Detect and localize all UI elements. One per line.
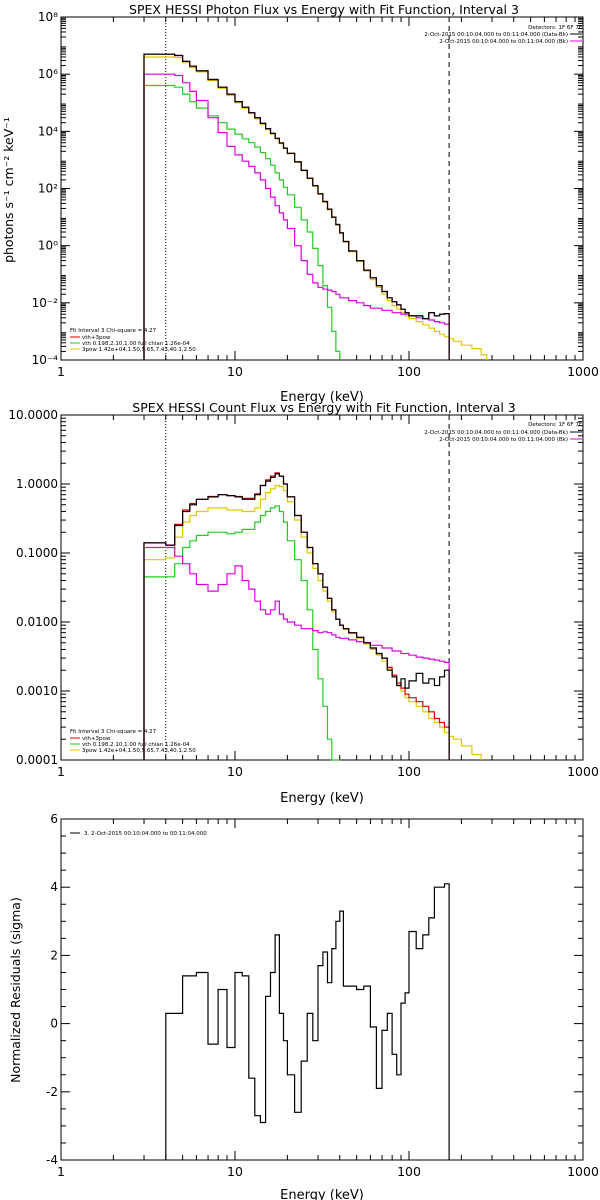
count-xlabel: Energy (keV) (280, 791, 364, 806)
count-title: SPEX HESSI Count Flux vs Energy with Fit… (132, 400, 515, 415)
photon-title: SPEX HESSI Photon Flux vs Energy with Fi… (129, 2, 519, 17)
count-xtick-label: 10 (227, 764, 243, 779)
photon-ytick-label: 10⁶ (38, 67, 58, 81)
residuals-ytick-label: 6 (50, 812, 58, 826)
residuals-ytick-label: 4 (50, 880, 58, 894)
photon-axis-ticks: 1 10 100 1000 10⁸ 10⁶ 10⁴ 10² 10⁰ 10⁻² 10⁻⁴ (32, 10, 599, 379)
residuals-xtick-label: 10 (227, 1164, 243, 1179)
photon-ytick-label: 10⁸ (38, 10, 58, 24)
photon-xlabel: Energy (keV) (280, 390, 364, 405)
count-fit-model: vth+3pow (82, 736, 111, 742)
count-series-black (143, 473, 450, 760)
count-axis-ticks: 1 10 100 1000 10.0000 1.0000 0.1000 0.0100 0.001… (8, 408, 599, 779)
count-xtick-label: 1 (57, 764, 65, 779)
count-fit-vth: vth 0.198,2.10,1.00 full chian 1.26e-04 (82, 742, 190, 748)
count-xtick-label: 100 (397, 764, 421, 779)
residuals-ytick-label: 0 (50, 1017, 58, 1031)
photon-xtick-label: 1 (57, 364, 65, 379)
residuals-xtick-label: 100 (397, 1164, 421, 1179)
residuals-xlabel: Energy (keV) (280, 1188, 364, 1200)
count-legend-bk: 2-Oct-2015 00:10:04.000 to 00:11:04.000 … (439, 437, 568, 443)
photon-reference-lines (165, 17, 450, 360)
photon-series-black (143, 53, 450, 360)
photon-series (143, 53, 488, 360)
photon-fit-vth: vth 0.198,2.10,1.00 full chian 1.26e-04 (82, 341, 190, 347)
count-plot-frame (60, 414, 584, 761)
residuals-ylabel: Normalized Residuals (sigma) (8, 897, 23, 1083)
residuals-xtick-label: 1 (57, 1164, 65, 1179)
count-ytick-label: 0.0010 (16, 684, 58, 698)
count-legend-data-bk: 2-Oct-2015 00:10:04.000 to 00:11:04.000 … (424, 430, 568, 436)
photon-ytick-label: 10⁻⁴ (32, 353, 59, 367)
photon-xtick-label: 100 (397, 364, 421, 379)
photon-ytick-label: 10⁴ (38, 124, 58, 138)
count-ytick-label: 10.0000 (8, 408, 58, 422)
residuals-ytick-label: -4 (46, 1153, 58, 1167)
residuals-series (165, 883, 450, 1160)
residuals-xtick-label: 1000 (567, 1164, 599, 1179)
photon-series-green (143, 84, 341, 360)
count-series-green (143, 505, 340, 761)
count-series (143, 472, 482, 761)
photon-xtick-label: 10 (227, 364, 243, 379)
count-series-magenta (143, 546, 450, 760)
photon-legend-bk: 2-Oct-2015 00:10:04.000 to 00:11:04.000 … (439, 39, 568, 45)
count-fit-interval: Fit Interval 3 Chi-square = 4.27 (70, 729, 157, 735)
photon-series-yellow (143, 56, 488, 360)
photon-fit-3pow: 3pow 1.42e+04,1.50,5.65,7.43,40.1,2.50 (82, 347, 196, 353)
residuals-legend-label: 3. 2-Oct-2015 00:10:04.000 to 00:11:04.0… (84, 831, 207, 837)
residuals-series-black (165, 883, 450, 1160)
photon-ytick-label: 10² (38, 182, 58, 196)
photon-ytick-label: 10⁻² (32, 296, 59, 310)
count-ytick-label: 0.0001 (16, 753, 58, 767)
count-series-yellow (143, 484, 482, 760)
count-detectors-label: Detectors: 1F 6F 7F (528, 422, 582, 428)
count-ytick-label: 1.0000 (16, 477, 58, 491)
count-flux-panel: SPEX HESSI Count Flux vs Energy with Fit… (8, 400, 599, 806)
residuals-axis-ticks: 1 10 100 1000 6 4 2 0 -2 -4 (46, 812, 599, 1179)
photon-legend-data-bk: 2-Oct-2015 00:10:04.000 to 00:11:04.000 … (424, 32, 568, 38)
photon-series-magenta (143, 73, 450, 360)
residuals-plot-frame (60, 818, 584, 1161)
photon-plot-frame (60, 16, 584, 361)
photon-detectors-label: Detectors: 1F 6F 7F (528, 25, 582, 31)
count-ytick-label: 0.0100 (16, 615, 58, 629)
photon-fit-model: vth+3pow (82, 335, 111, 341)
residuals-panel: 1 10 100 1000 6 4 2 0 -2 -4 3. 2-Oct-2015 00:10:0… (8, 812, 599, 1200)
photon-ylabel: photons s⁻¹ cm⁻² keV⁻¹ (1, 117, 16, 263)
count-ytick-label: 0.1000 (16, 546, 58, 560)
residuals-ytick-label: -2 (46, 1085, 58, 1099)
photon-xtick-label: 1000 (567, 364, 599, 379)
count-fit-3pow: 3pow 1.42e+04,1.50,5.65,7.43,40.1,2.50 (82, 748, 196, 754)
photon-ytick-label: 10⁰ (38, 239, 58, 253)
count-reference-lines (165, 415, 450, 760)
count-xtick-label: 1000 (567, 764, 599, 779)
photon-flux-panel: SPEX HESSI Photon Flux vs Energy with Fi… (1, 2, 599, 405)
photon-fit-interval: Fit Interval 3 Chi-square = 4.27 (70, 328, 157, 334)
residuals-ytick-label: 2 (50, 948, 58, 962)
